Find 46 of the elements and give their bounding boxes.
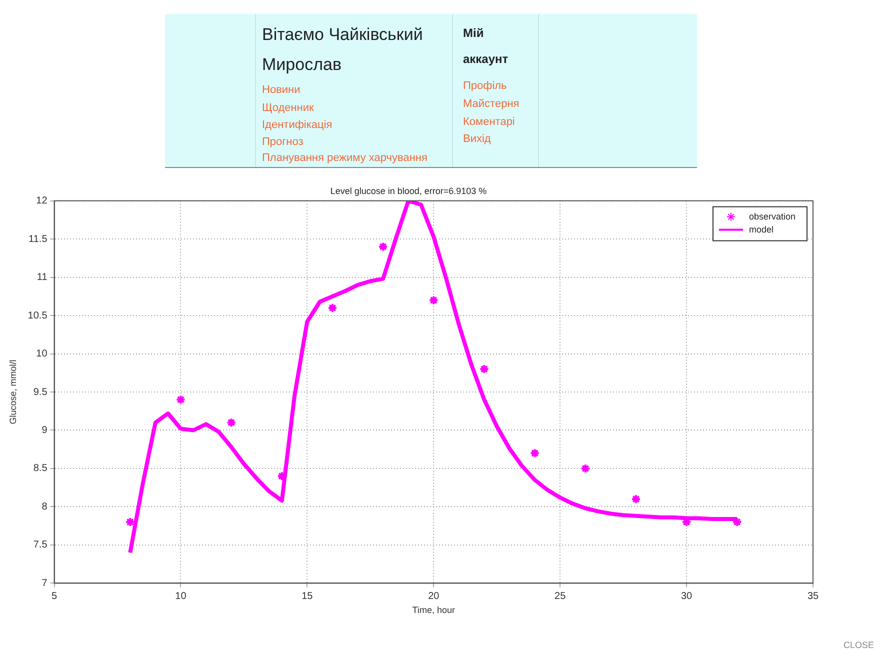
y-tick-label: 9 (42, 424, 48, 436)
text: Прогноз (262, 136, 304, 148)
text: Планування режиму харчування (262, 152, 428, 164)
y-tick-label: 11.5 (28, 234, 48, 245)
point (428, 295, 439, 306)
legend-label: observation (749, 211, 796, 222)
y-tick-label: 11 (36, 272, 48, 284)
text: Щоденник (262, 102, 314, 114)
point (176, 394, 186, 405)
y-tick-label: 10 (36, 348, 48, 360)
y-tick-label: 9.5 (33, 386, 48, 398)
point (732, 517, 742, 528)
x-tick-label: 15 (302, 590, 314, 602)
y-tick-label: 8 (42, 501, 48, 512)
y-tick-label: 8.5 (33, 463, 48, 474)
text: Вітаємо Чайківський Мирослав (262, 24, 424, 76)
text: Вихід (463, 133, 491, 145)
point (226, 418, 236, 428)
y-tick-label: 7 (42, 578, 48, 589)
chart-title: Level glucose in blood, error=6.9103 % (330, 186, 487, 196)
x-tick-label: 20 (428, 590, 440, 602)
y-axis-title: Glucose, mmol/l (8, 360, 18, 424)
text: Новини (262, 84, 300, 96)
point (327, 302, 338, 313)
point (530, 448, 540, 458)
point (125, 517, 136, 528)
text: CLOSE (843, 640, 874, 650)
point (378, 242, 388, 252)
x-tick-label: 30 (680, 590, 693, 602)
y-tick-label: 12 (36, 196, 48, 207)
x-tick-label: 35 (807, 590, 819, 602)
point (580, 463, 590, 474)
text: Мій аккаунт (463, 25, 510, 68)
x-tick-label: 5 (51, 590, 58, 602)
point (479, 364, 490, 374)
text: Майстерня (463, 98, 520, 110)
x-axis-title: Time, hour (412, 605, 455, 616)
y-tick-label: 7.5 (33, 540, 48, 551)
x-tick-label: 10 (175, 590, 187, 602)
text: Ідентифікація (262, 119, 332, 131)
point (630, 494, 641, 504)
x-tick-label: 25 (554, 590, 566, 602)
y-tick-label: 10.5 (28, 310, 48, 322)
text: Профіль (463, 80, 507, 92)
text: Коментарі (463, 116, 515, 128)
legend-label: model (749, 224, 774, 234)
